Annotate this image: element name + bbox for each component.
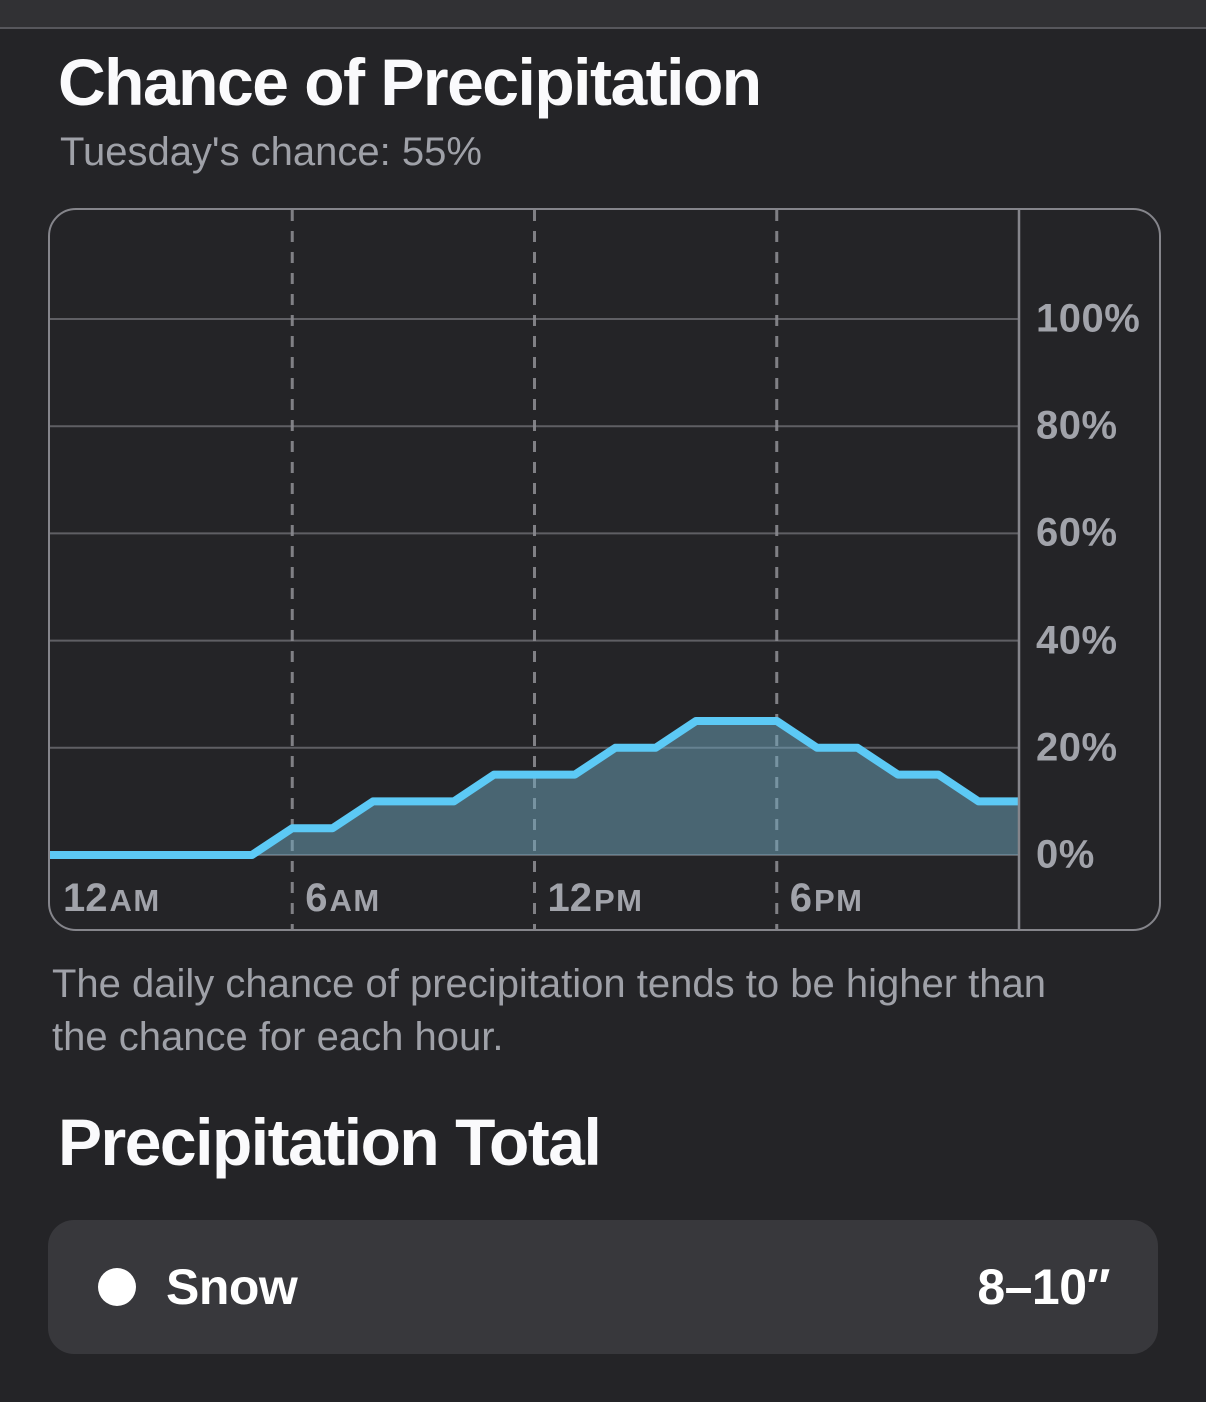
x-axis-label-hour: 6	[789, 876, 812, 920]
page-title: Chance of Precipitation	[58, 45, 762, 119]
y-axis-label: 40%	[1036, 618, 1118, 663]
y-axis-label: 80%	[1036, 403, 1118, 448]
y-axis-label: 0%	[1036, 832, 1095, 877]
x-axis-label-meridiem: PM	[814, 883, 864, 918]
x-axis-label-meridiem: AM	[329, 883, 381, 918]
snow-amount-value: 8–10″	[977, 1259, 1110, 1315]
footnote-line: The daily chance of precipitation tends …	[52, 962, 1046, 1006]
x-axis-label: 6 PM	[790, 876, 864, 921]
previous-card-bottom-edge	[0, 0, 1206, 29]
daily-chance-subtitle: Tuesday's chance: 55%	[60, 130, 482, 174]
chart-canvas[interactable]	[50, 210, 1159, 929]
footnote-line: the chance for each hour.	[52, 1015, 504, 1059]
y-axis-label: 60%	[1036, 510, 1118, 555]
x-axis-label: 6 AM	[305, 876, 380, 921]
snow-bullet-icon	[98, 1268, 136, 1306]
x-axis-label-meridiem: PM	[594, 883, 644, 918]
section-title-precipitation-total: Precipitation Total	[58, 1105, 602, 1179]
x-axis-label: 12 AM	[63, 876, 161, 921]
chart-footnote: The daily chance of precipitation tends …	[52, 958, 1046, 1064]
x-axis-label-meridiem: AM	[109, 883, 161, 918]
precipitation-total-card: Snow 8–10″	[48, 1220, 1158, 1354]
precipitation-chart[interactable]: 100% 80% 60% 40% 20% 0% 12 AM 6 AM 12 PM 6 PM	[48, 208, 1161, 931]
y-axis-label: 20%	[1036, 725, 1118, 770]
y-axis-label: 100%	[1036, 296, 1141, 341]
x-axis-label-hour: 6	[305, 876, 328, 920]
x-axis-label-hour: 12	[547, 876, 593, 920]
x-axis-label-hour: 12	[63, 876, 108, 920]
snow-label: Snow	[166, 1259, 298, 1315]
chance-line	[50, 717, 1019, 859]
x-axis-label: 12 PM	[548, 876, 644, 921]
chance-area-fill	[50, 721, 1019, 855]
